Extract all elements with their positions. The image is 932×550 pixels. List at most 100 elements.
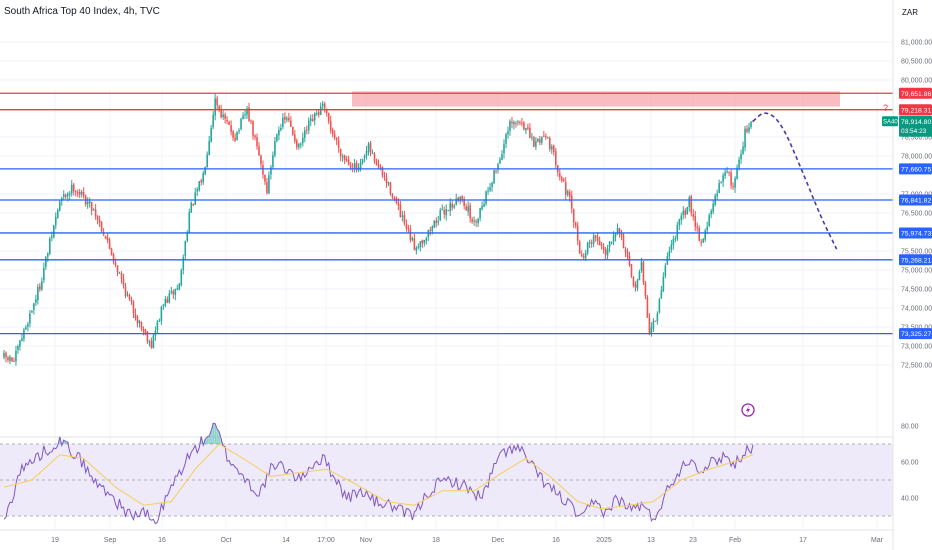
candle-body: [333, 134, 336, 139]
candle-body: [264, 174, 266, 182]
candle-body: [39, 285, 41, 290]
candle-body: [74, 191, 77, 193]
candle-body: [296, 140, 298, 148]
candle-body: [190, 202, 193, 213]
candle-body: [429, 229, 432, 231]
candle-body: [325, 108, 328, 114]
candle-body: [535, 141, 537, 147]
price-axis: 81,000.00 80,500.00 80,000.00 78,500.00 78,0…: [892, 0, 932, 550]
candle-body: [286, 118, 288, 120]
candle-body: [240, 118, 242, 130]
candle-body: [636, 279, 639, 289]
candle-body: [704, 230, 706, 240]
candle-body: [160, 306, 163, 321]
candle-body: [305, 129, 308, 131]
candle-body: [315, 113, 318, 115]
candle-body: [47, 253, 49, 257]
candle-body: [744, 128, 746, 148]
candle-body: [224, 114, 226, 119]
candle-body: [112, 254, 115, 262]
candle-body: [582, 256, 585, 258]
candle-body: [236, 131, 238, 141]
candle-body: [319, 106, 322, 115]
candle-body: [529, 127, 531, 138]
chart-icons: [741, 403, 755, 417]
candle-body: [373, 153, 376, 162]
candle-body: [108, 239, 111, 250]
candle-body: [104, 235, 107, 239]
candle-body: [614, 233, 617, 237]
candle-body: [294, 134, 296, 142]
candle-body: [252, 120, 254, 136]
price-tick-label: 74,000.00: [901, 306, 932, 313]
candle-body: [718, 183, 720, 194]
candle-body: [369, 142, 372, 153]
candle-body: [43, 267, 45, 281]
candle-body: [455, 198, 457, 205]
candle-body: [9, 356, 11, 361]
candle-body: [184, 241, 187, 257]
candle-body: [706, 226, 708, 231]
candle-body: [168, 293, 171, 303]
candle-body: [80, 191, 83, 195]
candle-body: [584, 252, 587, 259]
candle-body: [684, 210, 687, 216]
candle-body: [491, 182, 493, 188]
candle-body: [485, 191, 487, 204]
candle-body: [720, 182, 722, 184]
candle-body: [407, 228, 410, 230]
candle-body: [694, 215, 697, 227]
candle-body: [539, 139, 541, 143]
price-label-badge: [899, 194, 932, 206]
candle-body: [493, 170, 495, 184]
candle-body: [317, 112, 320, 115]
candle-body: [82, 192, 85, 197]
candle-body: [495, 170, 497, 172]
candle-body: [371, 153, 374, 155]
question-annotation: ?: [883, 103, 888, 113]
lightning-icon-bolt: [746, 406, 750, 414]
candle-body: [732, 186, 734, 188]
candle-body: [566, 191, 569, 195]
candle-body: [574, 222, 577, 226]
candle-body: [292, 126, 294, 135]
candle-body: [525, 127, 527, 131]
candle-body: [37, 287, 39, 301]
candle-body: [98, 219, 101, 223]
price-tick-label: 78,000.00: [901, 154, 932, 161]
candle-body: [465, 206, 467, 211]
candle-body: [483, 203, 485, 207]
price-label-text: 77,660.75: [901, 166, 931, 173]
time-tick-label: Sep: [104, 537, 117, 544]
candle-body: [413, 238, 416, 250]
candle-body: [45, 257, 47, 267]
candle-body: [674, 238, 677, 240]
candle-body: [298, 143, 300, 148]
time-tick-label: 18: [432, 537, 440, 544]
rsi-tick-label: 80.00: [901, 424, 919, 431]
candle-body: [94, 209, 97, 217]
candle-body: [25, 327, 27, 330]
candle-body: [489, 187, 491, 191]
candle-body: [678, 219, 681, 226]
candle-body: [288, 117, 290, 121]
candle-body: [734, 178, 736, 188]
candle-body: [487, 190, 489, 192]
candle-body: [182, 257, 185, 271]
candle-body: [337, 140, 340, 149]
candle-body: [196, 189, 199, 192]
candle-body: [367, 143, 370, 152]
candle-body: [260, 155, 262, 165]
candle-body: [537, 139, 539, 142]
candle-body: [152, 335, 155, 348]
time-tick-label: 23: [689, 537, 697, 544]
candle-body: [349, 165, 352, 168]
candle-body: [686, 207, 689, 215]
lightning-icon[interactable]: [741, 403, 755, 417]
candle-body: [142, 329, 145, 331]
candle-body: [618, 228, 621, 234]
candle-body: [170, 291, 173, 293]
candle-body: [54, 217, 57, 225]
candle-body: [568, 192, 571, 197]
